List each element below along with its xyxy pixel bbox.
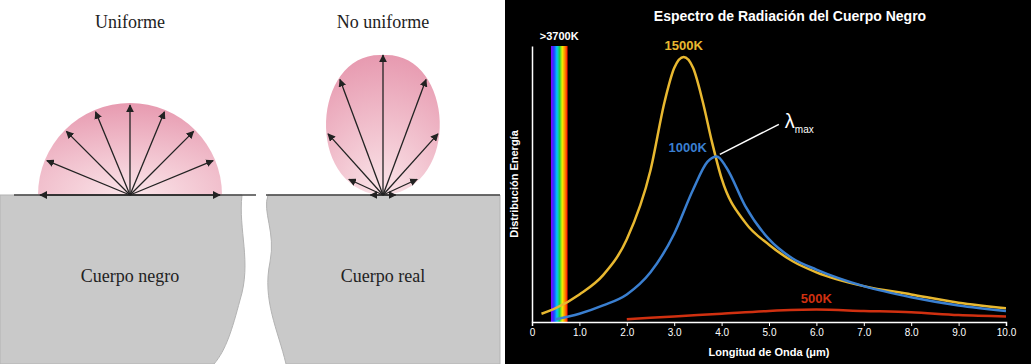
- x-tick: 6.0: [810, 322, 824, 338]
- x-tick-label: 3.0: [668, 327, 682, 338]
- x-tick-mark: [864, 322, 865, 326]
- emission-lobe: [38, 103, 222, 195]
- chart-title: Espectro de Radiación del Cuerpo Negro: [654, 8, 926, 24]
- emission-arrow: [370, 194, 383, 195]
- emission-arrow: [340, 80, 383, 195]
- x-tick: 7.0: [857, 322, 871, 338]
- x-tick-label: 9.0: [952, 327, 966, 338]
- emission-arrow: [40, 194, 130, 195]
- x-tick: 10.0: [997, 322, 1017, 338]
- emission-arrow: [382, 55, 383, 195]
- series-label: 1000K: [669, 140, 708, 155]
- diagram-panel: Uniforme Cuerpo negro: [0, 12, 256, 364]
- canvas: Uniforme Cuerpo negro No uniforme Cuerpo re…: [0, 0, 1031, 364]
- x-tick-label: 8.0: [905, 327, 919, 338]
- emission-arrow: [129, 105, 130, 195]
- x-tick: 0: [530, 322, 536, 338]
- x-tick-label: 0: [530, 327, 536, 338]
- x-tick-mark: [1006, 322, 1007, 326]
- x-tick-mark: [532, 322, 533, 326]
- series-line: [556, 156, 1006, 319]
- panel-title: Uniforme: [95, 12, 165, 32]
- x-tick-mark: [722, 322, 723, 326]
- x-tick-mark: [674, 322, 675, 326]
- diagram-panel: No uniforme Cuerpo real: [266, 12, 500, 364]
- visible-band: [551, 46, 568, 322]
- x-tick-mark: [627, 322, 628, 326]
- x-tick-label: 4.0: [715, 327, 729, 338]
- series-label: 500K: [801, 291, 833, 306]
- x-tick-label: 1.0: [573, 327, 587, 338]
- series-line: [627, 310, 1006, 320]
- x-tick-mark: [959, 322, 960, 326]
- x-axis: 0 1.0 2.0 3.0 4.0 5.0 6.0 7.0 8.0 9.0 10.0: [530, 322, 1017, 338]
- emission-arrow: [349, 179, 383, 195]
- emission-arrow: [328, 134, 383, 195]
- y-axis: [532, 47, 533, 323]
- emission-arrow: [130, 131, 194, 195]
- x-tick: 9.0: [952, 322, 966, 338]
- band-label: >3700K: [540, 30, 579, 42]
- x-axis-title: Longitud de Onda (μm): [709, 346, 830, 358]
- x-tick: 2.0: [620, 322, 634, 338]
- surface-line: [266, 194, 500, 196]
- x-tick-label: 10.0: [997, 327, 1017, 338]
- x-tick: 3.0: [668, 322, 682, 338]
- emission-arrow: [66, 131, 130, 195]
- x-tick-mark: [816, 322, 817, 326]
- body-shape: [0, 195, 245, 364]
- x-tick-label: 2.0: [620, 327, 634, 338]
- emission-arrow: [130, 112, 164, 195]
- annotation-label: λmax: [785, 110, 814, 135]
- x-tick-label: 5.0: [763, 327, 777, 338]
- panel-title: No uniforme: [337, 12, 429, 32]
- x-tick: 1.0: [573, 322, 587, 338]
- emission-arrow: [130, 194, 220, 195]
- x-tick-mark: [769, 322, 770, 326]
- emission-arrow: [383, 80, 426, 195]
- emission-arrow: [47, 161, 130, 195]
- body-label: Cuerpo real: [341, 266, 425, 286]
- series-line: [541, 57, 1006, 314]
- plot-area: [541, 46, 1006, 322]
- y-axis-title: Distribución Energía: [508, 129, 520, 237]
- surface-line: [14, 194, 256, 196]
- x-tick: 8.0: [905, 322, 919, 338]
- x-tick: 5.0: [763, 322, 777, 338]
- x-axis-line: [533, 323, 1007, 327]
- x-tick: 4.0: [715, 322, 729, 338]
- x-tick-mark: [911, 322, 912, 326]
- emission-lobe: [326, 55, 440, 195]
- body-shape: [266, 195, 500, 364]
- body-label: Cuerpo negro: [81, 266, 179, 286]
- x-tick-mark: [579, 322, 580, 326]
- x-tick-label: 7.0: [857, 327, 871, 338]
- y-axis-line: [532, 47, 534, 323]
- series-label: 1500K: [665, 38, 704, 53]
- annotation-leader: [720, 124, 779, 154]
- emission-arrow: [383, 134, 438, 195]
- x-tick-label: 6.0: [810, 327, 824, 338]
- chart-background: [505, 0, 1031, 364]
